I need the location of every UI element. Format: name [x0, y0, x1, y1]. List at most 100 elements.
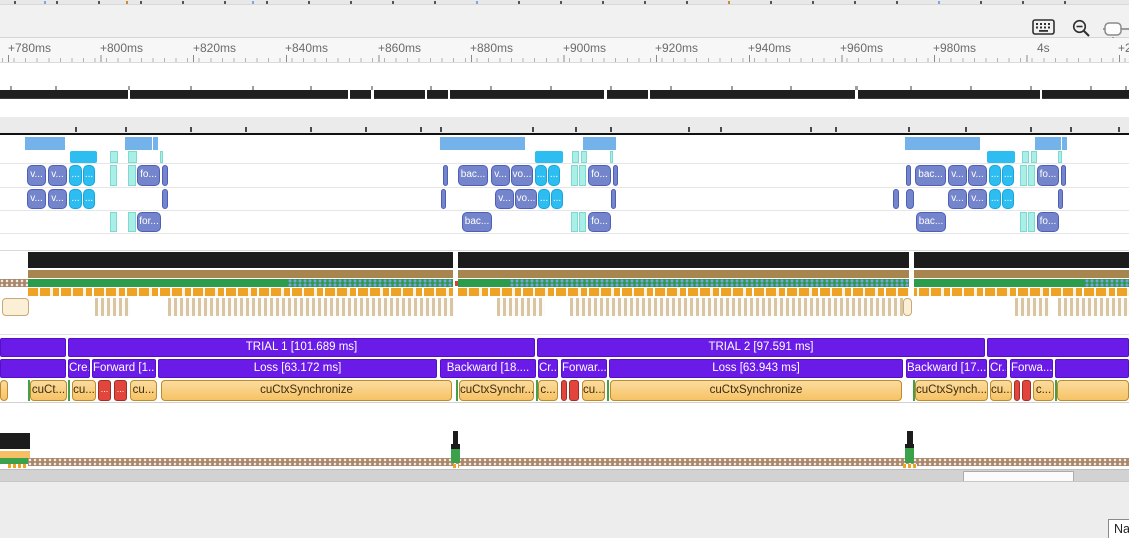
nvtx-range[interactable]: Forwar...: [561, 359, 607, 378]
thread-activity-bar[interactable]: [153, 137, 158, 150]
kernel-slice[interactable]: [1028, 212, 1035, 232]
thread-activity-bar[interactable]: [110, 151, 118, 163]
kernel-slice[interactable]: fo...: [588, 165, 611, 186]
kernel-slice[interactable]: bac...: [916, 212, 946, 232]
nvtx-range[interactable]: Forwa...: [1010, 359, 1053, 378]
kernel-slice[interactable]: [893, 189, 899, 209]
bottom-summary-block[interactable]: [0, 458, 28, 464]
kernel-slice[interactable]: ...: [989, 165, 1001, 186]
thread-activity-bar[interactable]: [610, 151, 613, 163]
cuda-api-call[interactable]: [569, 380, 579, 401]
bottom-summary-block[interactable]: [903, 464, 917, 468]
kernel-slice[interactable]: fo...: [1037, 212, 1059, 232]
thread-activity-bar[interactable]: [125, 137, 152, 150]
thread-activity-bar[interactable]: [1022, 151, 1029, 163]
thread-activity-bar[interactable]: [1062, 137, 1067, 150]
condensed-track[interactable]: [0, 90, 1129, 99]
kernel-slice[interactable]: [579, 165, 586, 186]
name-filter-box[interactable]: Nan: [1108, 519, 1129, 538]
cuda-api-call[interactable]: [1014, 380, 1020, 401]
cuda-api-call[interactable]: cuCtxSynch...: [915, 380, 988, 401]
thread-activity-bar[interactable]: [25, 137, 65, 150]
thread-activity-bar[interactable]: [440, 137, 525, 150]
kernel-slice[interactable]: ...: [69, 165, 82, 186]
cuda-api-call[interactable]: cuCtxSynchronize: [161, 380, 452, 401]
bottom-summary-block[interactable]: [453, 431, 458, 446]
nvtx-range[interactable]: [1055, 359, 1129, 378]
cuda-api-call[interactable]: cu...: [990, 380, 1012, 401]
bottom-summary-block[interactable]: [0, 451, 30, 458]
kernel-slice[interactable]: [1020, 165, 1027, 186]
thread-activity-bar[interactable]: [160, 151, 163, 163]
cuda-api-call[interactable]: ...: [98, 380, 111, 401]
horizontal-scrollbar[interactable]: [0, 469, 1129, 483]
kernel-slice[interactable]: v...: [48, 189, 67, 209]
thread-activity-bar[interactable]: [1031, 151, 1037, 163]
kernel-slice[interactable]: bac...: [915, 165, 946, 186]
nvtx-range[interactable]: Cr...: [989, 359, 1007, 378]
kernel-slice[interactable]: [1058, 189, 1063, 209]
nvtx-range[interactable]: [0, 359, 66, 378]
cuda-api-call[interactable]: cu...: [130, 380, 157, 401]
bottom-summary-block[interactable]: [0, 433, 30, 449]
kernel-slice[interactable]: fo...: [137, 165, 160, 186]
cuda-api-call[interactable]: c...: [1033, 380, 1054, 401]
kernel-slice[interactable]: v...: [27, 165, 46, 186]
kernel-slice[interactable]: [1061, 165, 1066, 186]
bottom-summary-block[interactable]: [451, 444, 460, 449]
kernel-slice[interactable]: v...: [48, 165, 67, 186]
zoom-out-icon[interactable]: [1072, 19, 1091, 43]
thread-activity-bar[interactable]: [612, 137, 616, 150]
nvtx-range[interactable]: Forward [1...: [92, 359, 156, 378]
thread-activity-bar[interactable]: [572, 151, 579, 163]
kernel-slice[interactable]: [1028, 165, 1035, 186]
thread-activity-bar[interactable]: [583, 137, 613, 150]
bottom-summary-block[interactable]: [905, 448, 914, 463]
time-ruler[interactable]: +780ms +800ms +820ms +840ms +860ms +880ms +900…: [0, 38, 1129, 63]
kernel-slice[interactable]: vo...: [511, 165, 533, 186]
kernel-slice[interactable]: ...: [83, 165, 95, 186]
kernel-slice[interactable]: [162, 165, 168, 186]
zoom-slider[interactable]: [1103, 19, 1129, 46]
kernel-slice[interactable]: [571, 165, 578, 186]
kernel-slice[interactable]: [906, 189, 914, 209]
kernel-slice[interactable]: [128, 212, 136, 232]
cuda-api-call[interactable]: [561, 380, 567, 401]
kernel-slice[interactable]: v...: [948, 189, 967, 209]
kernel-slice[interactable]: bac...: [458, 165, 488, 186]
kernel-slice[interactable]: fo...: [588, 212, 611, 232]
thread-activity-bar[interactable]: [535, 151, 563, 163]
thread-activity-bar[interactable]: [128, 151, 137, 163]
kernel-slice[interactable]: [571, 212, 578, 232]
kernel-slice[interactable]: [613, 165, 618, 186]
timeline-minimap[interactable]: [0, 0, 1129, 5]
gpu-utilization-track[interactable]: [28, 270, 1129, 278]
kernel-slice[interactable]: ...: [548, 165, 560, 186]
kernel-slice[interactable]: ...: [69, 189, 82, 209]
thread-activity-bar[interactable]: [905, 137, 980, 150]
kernel-slice[interactable]: fo...: [1037, 165, 1059, 186]
kernel-slice[interactable]: [443, 165, 448, 186]
cuda-api-call[interactable]: [1022, 380, 1031, 401]
kernel-slice[interactable]: [110, 165, 117, 186]
thread-activity-bar[interactable]: [581, 151, 587, 163]
kernel-slice[interactable]: [128, 165, 136, 186]
cuda-api-call[interactable]: cuCtxSynchr...: [459, 380, 534, 401]
kernel-slice[interactable]: v...: [495, 189, 514, 209]
cuda-api-call[interactable]: c...: [538, 380, 558, 401]
bottom-summary-block[interactable]: [8, 464, 28, 468]
kernel-slice[interactable]: v...: [27, 189, 46, 209]
nvtx-range[interactable]: Backward [18....: [440, 359, 536, 378]
kernel-slice[interactable]: [906, 165, 911, 186]
cuda-api-call[interactable]: cuCt...: [30, 380, 67, 401]
kernel-slice[interactable]: ...: [83, 189, 95, 209]
thread-activity-bar[interactable]: [1035, 137, 1061, 150]
kernel-slice[interactable]: ...: [1002, 165, 1014, 186]
cuda-api-call[interactable]: [1057, 380, 1129, 401]
nvtx-range[interactable]: Loss [63.943 ms]: [609, 359, 903, 378]
collapsed-track[interactable]: [0, 117, 1129, 133]
kernel-slice[interactable]: [579, 212, 586, 232]
thread-activity-bar[interactable]: [987, 151, 1015, 163]
bottom-summary-block[interactable]: [907, 431, 913, 446]
